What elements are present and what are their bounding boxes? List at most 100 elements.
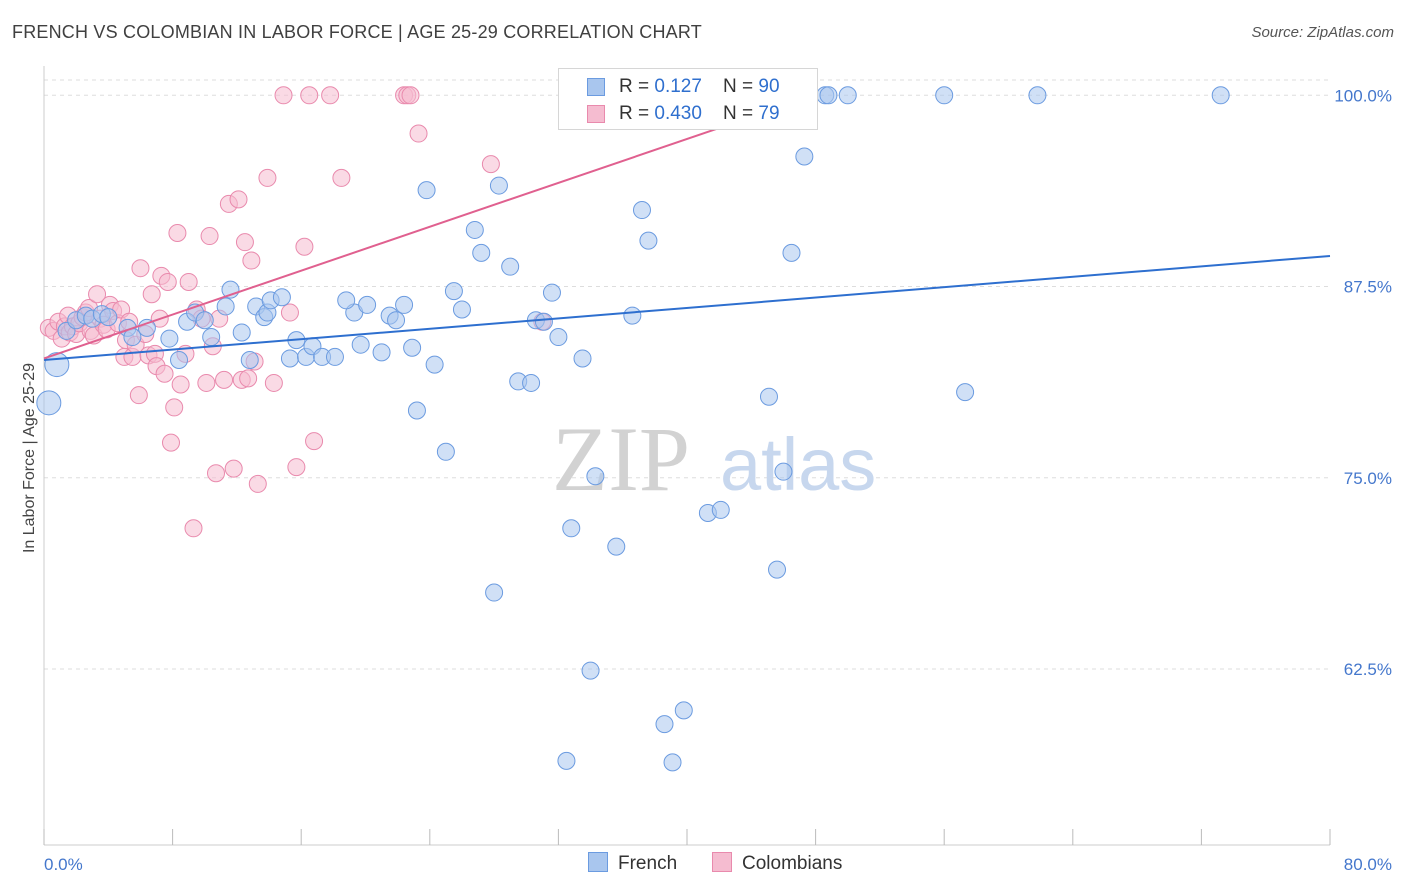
colombians-point bbox=[305, 432, 324, 451]
french-point bbox=[170, 350, 189, 369]
french-point bbox=[472, 243, 491, 262]
y-tick-label: 62.5% bbox=[1344, 660, 1392, 679]
french-point bbox=[358, 295, 377, 314]
french-point bbox=[782, 243, 801, 262]
trend-lines bbox=[43, 118, 1331, 361]
french-point bbox=[99, 308, 118, 327]
french-point bbox=[489, 176, 508, 195]
colombians-point bbox=[239, 369, 258, 388]
french-point bbox=[351, 335, 370, 354]
tick-labels: 62.5% 75.0% 87.5% 100.0% 0.0% 80.0% bbox=[44, 86, 1392, 874]
colombians-point bbox=[235, 233, 254, 252]
french-point bbox=[403, 338, 422, 357]
colombians-point bbox=[481, 155, 500, 174]
french-point bbox=[36, 390, 62, 416]
colombians-point bbox=[224, 459, 243, 478]
french-point bbox=[623, 306, 642, 325]
french-point bbox=[485, 583, 504, 602]
french-point bbox=[795, 147, 814, 166]
x-tick-label-max: 80.0% bbox=[1344, 855, 1392, 874]
bottom-legend-label-french: French bbox=[618, 853, 678, 874]
french-point bbox=[137, 318, 156, 337]
colombians-point bbox=[401, 86, 420, 105]
source-label: Source: ZipAtlas.com bbox=[1251, 24, 1394, 41]
colombians-point bbox=[242, 251, 261, 270]
legend-text-colombians: R = 0.430 N = 79 bbox=[619, 103, 780, 125]
legend-n-value: 79 bbox=[758, 103, 780, 124]
legend-row-colombians: R = 0.430 N = 79 bbox=[559, 100, 817, 128]
colombians-point bbox=[158, 272, 177, 291]
french-point bbox=[325, 347, 344, 366]
colombians-trend-line bbox=[43, 118, 744, 360]
french-point bbox=[395, 295, 414, 314]
legend-swatch-colombians bbox=[587, 105, 605, 123]
bottom-legend-colombians: Colombians bbox=[712, 852, 842, 875]
french-trend-line bbox=[43, 254, 1331, 361]
chart-title: FRENCH VS COLOMBIAN IN LABOR FORCE | AGE… bbox=[12, 22, 702, 42]
axes bbox=[43, 66, 1331, 846]
legend-r-value: 0.127 bbox=[654, 76, 702, 97]
colombians-point bbox=[131, 259, 150, 278]
x-tick-label-min: 0.0% bbox=[44, 855, 83, 874]
french-point bbox=[501, 257, 520, 276]
colombians-point bbox=[200, 227, 219, 246]
legend-text-french: R = 0.127 N = 90 bbox=[619, 76, 780, 98]
french-point bbox=[639, 231, 658, 250]
watermark-atlas: atlas bbox=[720, 423, 876, 506]
legend-n-value: 90 bbox=[758, 76, 780, 97]
colombians-point bbox=[171, 375, 190, 394]
y-axis-label: In Labor Force | Age 25-29 bbox=[21, 362, 38, 554]
french-point bbox=[819, 86, 838, 105]
french-point bbox=[674, 701, 693, 720]
colombians-point bbox=[287, 458, 306, 477]
french-point bbox=[407, 401, 426, 420]
french-point bbox=[586, 467, 605, 486]
colombians-point bbox=[280, 303, 299, 322]
bottom-legend-swatch-french bbox=[588, 852, 608, 872]
french-point bbox=[632, 201, 651, 220]
colombians-point bbox=[215, 370, 234, 389]
colombians-point bbox=[179, 272, 198, 291]
french-point bbox=[452, 300, 471, 319]
french-point bbox=[202, 328, 221, 347]
french-point bbox=[444, 282, 463, 301]
watermark-zip: ZIP bbox=[552, 408, 690, 510]
french-point bbox=[557, 751, 576, 770]
legend-swatch-french bbox=[587, 78, 605, 96]
legend-row-french: R = 0.127 N = 90 bbox=[559, 73, 817, 101]
colombians-point bbox=[161, 433, 180, 452]
french-point bbox=[549, 328, 568, 347]
french-point bbox=[711, 500, 730, 519]
colombians-point bbox=[409, 124, 428, 143]
french-point bbox=[768, 560, 787, 579]
legend-r-label: R = bbox=[619, 76, 655, 97]
french-point bbox=[581, 661, 600, 680]
french-point bbox=[216, 297, 235, 316]
legend-n-label: N = bbox=[723, 103, 759, 124]
bottom-legend-swatch-colombians bbox=[712, 852, 732, 872]
french-point bbox=[607, 537, 626, 556]
french-points bbox=[36, 86, 1230, 772]
colombians-point bbox=[248, 474, 267, 493]
y-tick-label: 87.5% bbox=[1344, 278, 1392, 297]
colombians-point bbox=[207, 464, 226, 483]
french-point bbox=[573, 349, 592, 368]
legend-r-label: R = bbox=[619, 103, 655, 124]
french-point bbox=[337, 291, 356, 310]
y-tick-label: 75.0% bbox=[1344, 469, 1392, 488]
french-point bbox=[272, 288, 291, 307]
french-point bbox=[534, 312, 553, 331]
colombians-point bbox=[129, 386, 148, 405]
colombians-point bbox=[155, 364, 174, 383]
watermark: ZIP atlas bbox=[552, 408, 876, 510]
french-point bbox=[372, 343, 391, 362]
colombians-point bbox=[88, 285, 107, 304]
french-point bbox=[663, 753, 682, 772]
french-point bbox=[838, 86, 857, 105]
legend-n-label: N = bbox=[723, 76, 759, 97]
french-point bbox=[436, 442, 455, 461]
french-point bbox=[1028, 86, 1047, 105]
french-point bbox=[522, 373, 541, 392]
bottom-legend-label-colombians: Colombians bbox=[742, 853, 843, 874]
